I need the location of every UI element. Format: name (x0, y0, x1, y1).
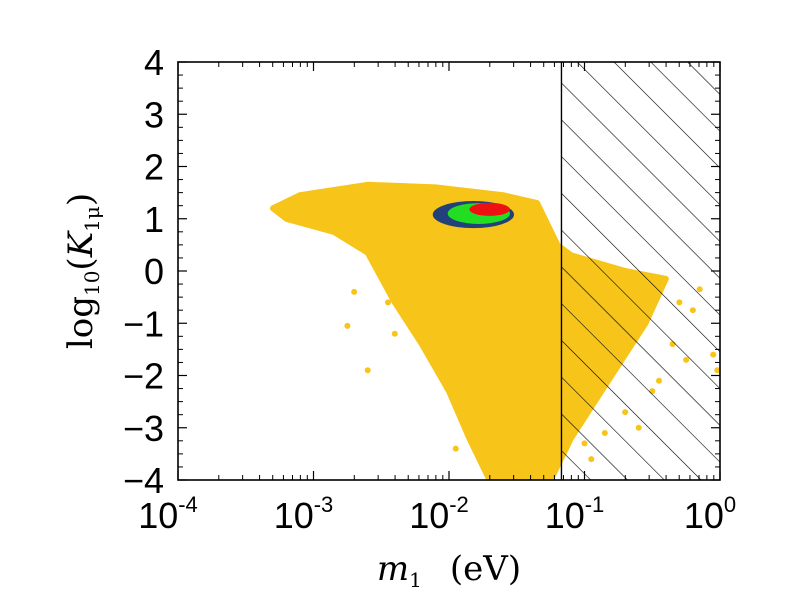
y-axis-label: log10(K1μ) (61, 193, 104, 349)
y-tick-label: −4 (123, 460, 164, 501)
scatter-point (351, 288, 358, 295)
x-axis-label: m1 (eV) (377, 549, 521, 592)
x-tick-label: 10-3 (274, 492, 334, 536)
scatter-point (391, 330, 398, 337)
scatter-point (500, 461, 507, 468)
y-tick-label: 2 (144, 147, 164, 188)
scatter-point (418, 315, 425, 322)
excluded-region-hatch (561, 62, 720, 480)
y-tick-label: 4 (144, 42, 164, 83)
y-tick-label: −2 (123, 356, 164, 397)
x-tick-label: 10-1 (545, 492, 605, 536)
plot-area (269, 62, 720, 480)
x-tick-label: 10-2 (409, 492, 469, 536)
scatter-point (344, 322, 351, 329)
scatter-point (364, 367, 371, 374)
y-tick-label: 1 (144, 199, 164, 240)
y-tick-label: −1 (123, 303, 164, 344)
y-tick-label: 0 (144, 251, 164, 292)
y-tick-label: 3 (144, 94, 164, 135)
scatter-point (452, 445, 459, 452)
y-tick-label: −3 (123, 408, 164, 449)
scatter-point (385, 299, 392, 306)
x-tick-label: 100 (684, 492, 736, 536)
x-tick-label: 10-4 (138, 492, 198, 536)
series-cluster-red (469, 202, 510, 216)
